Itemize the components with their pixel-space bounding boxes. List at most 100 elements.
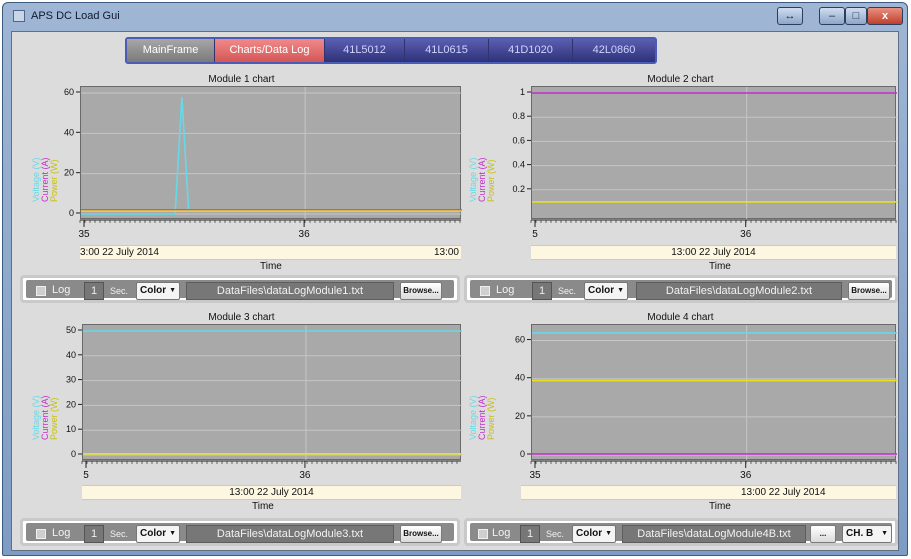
date-band: 13:00 22 July 2014 [82,485,461,500]
plot-svg [532,325,897,461]
chart-title: Module 1 chart [208,74,275,85]
seconds-label: Sec. [546,529,565,539]
module-2-chart: Module 2 chart Voltage (V) Current (A) P… [463,74,898,272]
x-axis-label: Time [709,261,731,272]
y-tick-label: 20 [64,168,74,178]
tab-41l0615[interactable]: 41L0615 [405,39,489,62]
browse-button[interactable]: Browse... [400,525,442,543]
title-bar[interactable]: APS DC Load Gui ↔ – □ x [3,3,907,29]
x-tick-label: 36 [299,470,311,481]
y-tick-label: 40 [64,127,74,137]
tab-charts-data-log[interactable]: Charts/Data Log [215,39,325,62]
date-left: 3:00 22 July 2014 [80,247,159,258]
color-dropdown-label: Color [588,285,615,296]
color-dropdown-label: Color [140,285,167,296]
plot-area [531,86,897,220]
module-3-chart: Module 3 chart Voltage (V) Current (A) P… [20,312,463,514]
x-tick-label: 5 [83,470,89,481]
log-checkbox[interactable] [478,529,488,539]
plot-area [80,86,462,220]
color-dropdown[interactable]: Color ▼ [136,525,180,543]
browse-button[interactable]: Browse... [400,282,442,300]
file-path-field[interactable]: DataFiles\dataLogModule4B.txt [622,525,806,543]
chart-title: Module 3 chart [208,312,275,323]
chart-title: Module 4 chart [647,312,714,323]
y-tick-label: 0.8 [512,111,525,121]
y-tick-label: 40 [66,350,76,360]
file-path-field[interactable]: DataFiles\dataLogModule3.txt [186,525,394,543]
y-tick-label: 0.4 [512,160,525,170]
axis-svg: 0 20 40 60 35 36 [515,335,897,481]
tab-mainframe[interactable]: MainFrame [127,39,215,62]
date-band: 3:00 22 July 2014 13:00 [80,245,461,260]
seconds-input[interactable]: 1 [532,282,552,300]
close-button[interactable]: x [867,7,903,25]
axis-svg: 0 10 20 30 40 50 5 36 [66,325,461,481]
chevron-down-icon: ▼ [169,287,176,294]
minimize-button[interactable]: – [819,7,845,25]
tab-bar: MainFrame Charts/Data Log 41L5012 41L061… [125,37,657,64]
tab-41l5012[interactable]: 41L5012 [325,39,405,62]
color-dropdown[interactable]: Color ▼ [136,282,180,300]
log-label: Log [496,284,515,296]
channel-dropdown[interactable]: CH. B ▼ [842,525,892,543]
color-dropdown[interactable]: Color ▼ [572,525,616,543]
app-icon [13,10,25,22]
module-4-log-controls: Log 1 Sec. Color ▼ DataFiles\dataLogModul… [464,518,898,546]
chevron-down-icon: ▼ [169,530,176,537]
y-tick-label: 40 [515,373,525,383]
x-tick-label: 35 [78,229,90,240]
color-dropdown-label: Color [140,528,167,539]
log-checkbox[interactable] [480,286,490,296]
swap-icon-button[interactable]: ↔ [777,7,803,25]
file-path-field[interactable]: DataFiles\dataLogModule2.txt [636,282,842,300]
tab-41d1020[interactable]: 41D1020 [489,39,573,62]
x-axis-label: Time [709,501,731,512]
log-checkbox[interactable] [36,529,46,539]
x-tick-label: 36 [299,229,311,240]
seconds-input[interactable]: 1 [84,525,104,543]
y-tick-label: 10 [66,424,76,434]
browse-button[interactable]: ... [810,525,836,543]
x-tick-label: 36 [740,470,752,481]
seconds-label: Sec. [110,286,129,296]
chevron-down-icon: ▼ [617,287,624,294]
date-right: 13:00 [433,247,459,258]
maximize-button[interactable]: □ [845,7,867,25]
module-1-chart: Module 1 chart Voltage (V) Current (A) P… [20,74,463,272]
axis-svg: 0.2 0.4 0.6 0.8 1 5 36 [512,87,897,240]
color-dropdown[interactable]: Color ▼ [584,282,628,300]
y-tick-label: 0.6 [512,135,525,145]
y-tick-label: 1 [520,87,525,97]
x-axis-label: Time [260,261,282,272]
date-band: 13:00 22 July 2014 [521,485,896,500]
y-tick-label: 0.2 [512,184,525,194]
y-tick-label: 0 [520,449,525,459]
chart-title: Module 2 chart [647,74,714,85]
y-tick-label: 30 [66,375,76,385]
x-axis-label: Time [252,501,274,512]
file-path-field[interactable]: DataFiles\dataLogModule1.txt [186,282,394,300]
module-2-log-controls: Log 1 Sec. Color ▼ DataFiles\dataLogModul… [464,275,898,303]
seconds-input[interactable]: 1 [520,525,540,543]
client-area: MainFrame Charts/Data Log 41L5012 41L061… [11,31,899,551]
seconds-input[interactable]: 1 [84,282,104,300]
module-4-chart: Module 4 chart Voltage (V) Current (A) P… [463,312,898,514]
seconds-label: Sec. [110,529,129,539]
browse-button[interactable]: Browse... [848,282,890,300]
chevron-down-icon: ▼ [605,530,612,537]
y-tick-label: 20 [66,399,76,409]
module-1-log-controls: Log 1 Sec. Color ▼ DataFiles\dataLogModul… [20,275,460,303]
tab-42l0860[interactable]: 42L0860 [573,39,655,62]
window-title: APS DC Load Gui [31,10,120,22]
seconds-label: Sec. [558,286,577,296]
log-label: Log [52,284,71,296]
log-checkbox[interactable] [36,286,46,296]
plot-area [82,324,462,461]
y-tick-label: 60 [64,87,74,97]
y-tick-label: 0 [71,449,76,459]
plot-svg [81,87,462,220]
module-3-log-controls: Log 1 Sec. Color ▼ DataFiles\dataLogModul… [20,518,460,546]
plot-svg [532,87,897,220]
